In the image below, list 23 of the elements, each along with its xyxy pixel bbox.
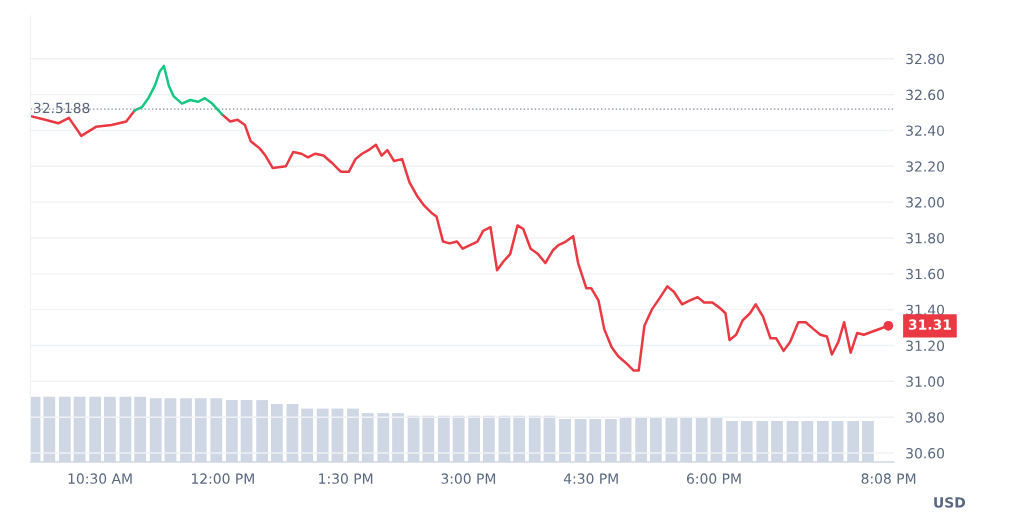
y-axis-title: USD bbox=[934, 497, 966, 508]
y-tick-label: 32.00 bbox=[906, 197, 945, 208]
line-series bbox=[133, 64, 224, 116]
x-tick-label: 4:30 PM bbox=[563, 473, 618, 484]
x-tick-label: 1:30 PM bbox=[319, 473, 373, 484]
annotation: 31.31 bbox=[908, 319, 951, 330]
y-tick-label: 32.40 bbox=[906, 125, 945, 136]
y-tick-label: 31.20 bbox=[906, 340, 945, 351]
y-tick-label: 30.80 bbox=[906, 412, 945, 423]
ref-line-label: 32.5188 bbox=[33, 102, 90, 114]
x-tick-label: 8:08 PM bbox=[861, 473, 916, 484]
y-tick-label: 32.80 bbox=[906, 53, 945, 65]
y-tick-label: 32.60 bbox=[906, 89, 945, 101]
y-tick-label: 31.60 bbox=[906, 268, 945, 280]
y-tick-label: 31.40 bbox=[906, 304, 945, 316]
x-tick-label: 10:30 AM bbox=[68, 473, 132, 484]
y-tick-label: 31.80 bbox=[906, 232, 945, 244]
x-tick-label: 3:00 PM bbox=[441, 473, 496, 484]
y-tick-label: 32.20 bbox=[906, 161, 945, 172]
y-tick-label: 31.00 bbox=[906, 376, 945, 387]
y-tick-label: 30.60 bbox=[906, 448, 945, 459]
x-tick-label: 6:00 PM bbox=[686, 473, 741, 484]
x-tick-label: 12:00 PM bbox=[191, 473, 254, 484]
